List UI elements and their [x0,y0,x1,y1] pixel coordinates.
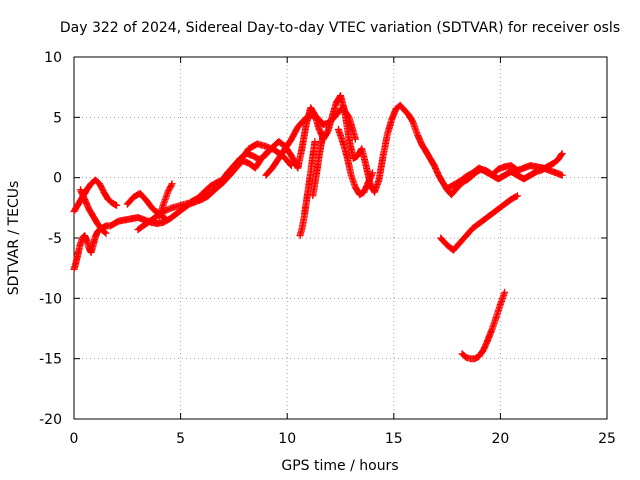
data-point-markers [262,104,359,179]
data-series [70,92,566,363]
series-track-mid-c [187,147,272,206]
data-point-markers [296,138,319,240]
x-tick-label: 0 [70,431,79,447]
series-track-early-second [76,186,110,237]
series-track-dive-b [309,130,327,200]
x-tick-label: 25 [598,431,616,447]
data-point-markers [443,162,566,192]
data-point-markers [334,125,376,199]
y-tick-label: -10 [39,291,62,307]
series-track-dive-a [296,138,319,240]
y-tick-label: 10 [44,50,62,66]
y-tick-label: -15 [39,352,62,368]
series-track-bottom-right [458,288,509,363]
series-track-lower-right [437,192,521,254]
series-track-mid-d [262,104,359,179]
y-tick-label: 5 [53,110,62,126]
y-tick-label: -20 [39,412,62,428]
chart-title: Day 322 of 2024, Sidereal Day-to-day VTE… [60,20,620,36]
data-point-markers [155,180,176,220]
x-tick-label: 20 [491,431,509,447]
y-tick-label: -5 [48,231,62,247]
x-tick-label: 10 [278,431,296,447]
data-point-markers [437,192,521,254]
data-point-markers [458,288,509,363]
axis-ticks: 0 5 10 15 20 25 -20 -15 -10 -5 0 5 10 [39,50,616,447]
y-axis-label: SDTVAR / TECUs [6,181,22,296]
series-track-late-extra [443,162,566,192]
series-track-mid-b [155,180,176,220]
data-point-markers [309,130,327,200]
series-track-main-late [294,92,566,199]
data-point-markers [294,92,566,199]
data-point-markers [70,176,121,215]
x-axis-label: GPS time / hours [281,458,398,474]
y-tick-label: 0 [53,171,62,187]
series-track-dive-c [334,125,376,199]
series-track-early-upper [70,176,121,215]
x-tick-label: 15 [385,431,403,447]
data-point-markers [187,147,272,206]
data-point-markers [76,186,110,237]
x-tick-label: 5 [176,431,185,447]
